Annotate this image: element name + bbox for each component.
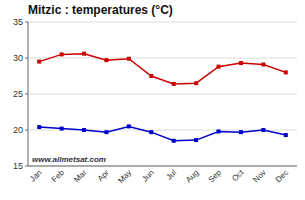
marker bbox=[284, 133, 288, 137]
tick-label: 20 bbox=[13, 125, 23, 135]
tick-label: May bbox=[116, 168, 133, 185]
chart: 15 20 25 30 35 Jan Feb Mar Apr May Jun Jul Aug Sep Oct… bbox=[0, 0, 305, 200]
tick-label: Apr bbox=[96, 168, 111, 183]
tick-label: 35 bbox=[13, 17, 23, 27]
tick-label: Feb bbox=[50, 168, 67, 185]
marker bbox=[104, 58, 108, 62]
marker bbox=[149, 74, 153, 78]
y-axis bbox=[28, 22, 29, 166]
grid-line bbox=[28, 22, 297, 23]
marker bbox=[172, 139, 176, 143]
marker bbox=[127, 57, 131, 61]
tick-label: Nov bbox=[251, 168, 267, 184]
marker bbox=[127, 124, 131, 128]
marker bbox=[37, 125, 41, 129]
tick-label: 30 bbox=[13, 53, 23, 63]
tick-label: Oct bbox=[230, 168, 246, 184]
line bbox=[39, 126, 286, 140]
marker bbox=[37, 60, 41, 64]
marker bbox=[261, 128, 265, 132]
grid-line bbox=[28, 94, 297, 95]
tick-label: Jan bbox=[28, 168, 43, 183]
tick-label: Aug bbox=[184, 168, 200, 184]
tick-label: Jun bbox=[140, 168, 155, 183]
marker bbox=[82, 52, 86, 56]
tick-label: Jul bbox=[165, 168, 179, 182]
marker bbox=[194, 138, 198, 142]
marker bbox=[239, 130, 243, 134]
marker bbox=[194, 81, 198, 85]
line bbox=[39, 54, 286, 84]
tick-label: Sep bbox=[207, 168, 224, 185]
marker bbox=[172, 82, 176, 86]
tick-label: 15 bbox=[13, 161, 23, 171]
marker bbox=[217, 129, 221, 133]
marker bbox=[261, 62, 265, 66]
marker bbox=[239, 61, 243, 65]
marker bbox=[217, 65, 221, 69]
x-axis bbox=[28, 166, 297, 167]
marker bbox=[284, 70, 288, 74]
marker bbox=[60, 52, 64, 56]
tick-label: 25 bbox=[13, 89, 23, 99]
marker bbox=[60, 127, 64, 131]
title: Mitzic : temperatures (°C) bbox=[28, 3, 173, 17]
tick-label: Mar bbox=[72, 168, 88, 184]
plot-area bbox=[37, 52, 288, 143]
grid-line bbox=[28, 166, 297, 167]
marker bbox=[149, 130, 153, 134]
watermark: www.allmetsat.com bbox=[32, 155, 106, 164]
tick-label: Dec bbox=[274, 168, 290, 184]
grid-line bbox=[28, 58, 297, 59]
marker bbox=[104, 130, 108, 134]
marker bbox=[82, 128, 86, 132]
